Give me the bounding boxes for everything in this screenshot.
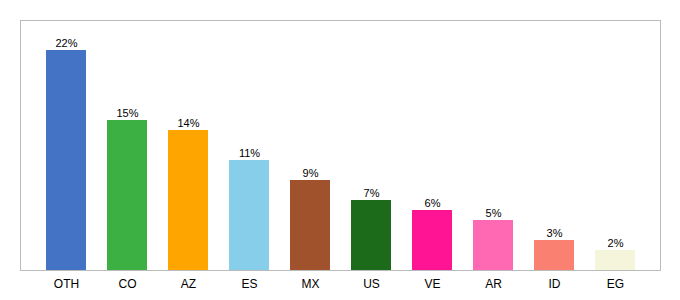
svg-text:CO: CO (119, 277, 137, 291)
svg-text:AZ: AZ (181, 277, 196, 291)
svg-text:ES: ES (241, 277, 257, 291)
svg-text:6%: 6% (425, 197, 441, 209)
svg-text:3%: 3% (547, 227, 563, 239)
svg-text:9%: 9% (303, 167, 319, 179)
svg-text:2%: 2% (608, 237, 624, 249)
svg-text:US: US (363, 277, 380, 291)
svg-text:22%: 22% (55, 37, 77, 49)
svg-text:AR: AR (485, 277, 502, 291)
svg-text:14%: 14% (177, 117, 199, 129)
svg-text:11%: 11% (239, 147, 260, 159)
svg-text:OTH: OTH (54, 277, 79, 291)
svg-text:5%: 5% (486, 207, 502, 219)
svg-text:7%: 7% (364, 187, 380, 199)
svg-text:15%: 15% (116, 107, 138, 119)
svg-text:MX: MX (302, 277, 320, 291)
svg-text:ID: ID (549, 277, 561, 291)
svg-text:VE: VE (424, 277, 440, 291)
svg-text:EG: EG (607, 277, 624, 291)
